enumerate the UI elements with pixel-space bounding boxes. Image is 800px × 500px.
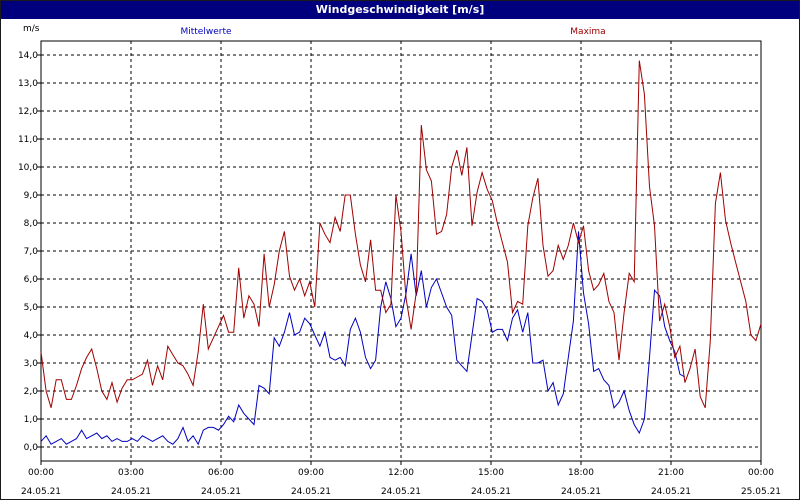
x-tick-label-date: 25.05.21	[741, 487, 781, 497]
y-tick-label: 10,0	[18, 163, 38, 173]
y-tick-label: 11,0	[18, 135, 38, 145]
legend-maxima: Maxima	[570, 27, 605, 37]
x-tick-label-time: 03:00	[118, 468, 144, 478]
y-tick-label: 9,0	[24, 191, 39, 201]
y-tick-label: 2,0	[24, 387, 39, 397]
y-tick-label: 0,0	[24, 443, 39, 453]
x-tick-label-time: 09:00	[298, 468, 324, 478]
wind-speed-chart: 0,0 1,0 2,0 3,0 4,0 5,0 6,0 7,0 8,0 9,0 10,0 11,0 12…	[18, 24, 781, 497]
series-line-mittelwerte	[40, 231, 686, 446]
y-tick-label: 12,0	[18, 107, 38, 117]
y-tick-label: 4,0	[24, 331, 39, 341]
x-tick-label-date: 24.05.21	[111, 487, 151, 497]
x-tick-label-time: 21:00	[658, 468, 684, 478]
x-tick-label-time: 00:00	[28, 468, 54, 478]
x-tick-label-time: 06:00	[208, 468, 234, 478]
x-tick-label-date: 24.05.21	[471, 487, 511, 497]
x-tick-label-time: 15:00	[478, 468, 504, 478]
x-tick-label-date: 24.05.21	[651, 487, 691, 497]
y-tick-label: 3,0	[24, 359, 39, 369]
series-line-maxima	[40, 60, 762, 409]
x-tick-label-date: 24.05.21	[381, 487, 421, 497]
y-tick-label: 14,0	[18, 51, 38, 61]
x-tick-label-date: 24.05.21	[201, 487, 241, 497]
x-tick-label-date: 24.05.21	[21, 487, 61, 497]
y-tick-label: 7,0	[24, 247, 39, 257]
y-tick-label: 6,0	[24, 275, 39, 285]
legend-mittelwerte: Mittelwerte	[180, 27, 231, 37]
y-tick-label: 5,0	[24, 303, 39, 313]
y-axis-label: m/s	[23, 24, 40, 34]
x-tick-label-date: 24.05.21	[561, 487, 601, 497]
y-tick-label: 1,0	[24, 415, 39, 425]
x-tick-label-time: 00:00	[748, 468, 774, 478]
y-tick-label: 8,0	[24, 219, 39, 229]
x-tick-label-time: 18:00	[568, 468, 594, 478]
window-title: Windgeschwindigkeit [m/s]	[1, 1, 799, 19]
y-tick-label: 13,0	[18, 79, 38, 89]
x-tick-label-time: 12:00	[388, 468, 414, 478]
x-tick-label-date: 24.05.21	[291, 487, 331, 497]
